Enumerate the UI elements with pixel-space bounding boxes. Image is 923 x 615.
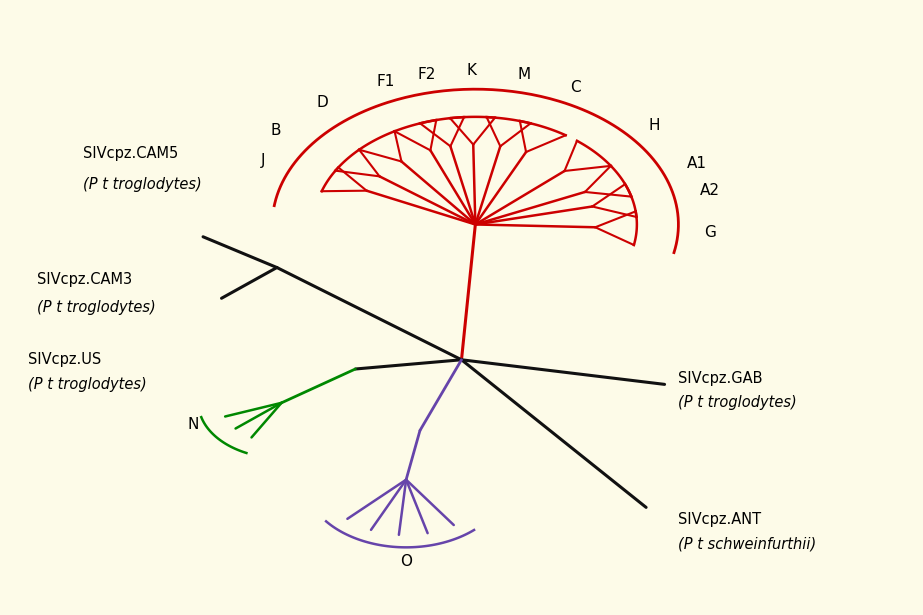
Text: C: C [570, 81, 581, 95]
Text: SIVcpz.GAB: SIVcpz.GAB [678, 371, 763, 386]
Text: J: J [261, 153, 266, 169]
Text: O: O [400, 554, 413, 568]
Text: G: G [704, 225, 716, 240]
Text: A2: A2 [701, 183, 720, 198]
Text: SIVcpz.CAM5: SIVcpz.CAM5 [83, 146, 178, 161]
Text: B: B [270, 123, 281, 138]
Text: SIVcpz.ANT: SIVcpz.ANT [678, 512, 761, 527]
Text: F2: F2 [417, 66, 436, 82]
Text: M: M [518, 66, 531, 82]
Text: H: H [648, 118, 660, 133]
Text: (P t schweinfurthii): (P t schweinfurthii) [678, 537, 817, 552]
Text: SIVcpz.US: SIVcpz.US [28, 352, 101, 367]
Text: A1: A1 [687, 156, 706, 171]
Text: SIVcpz.CAM3: SIVcpz.CAM3 [37, 272, 132, 287]
Text: F1: F1 [377, 74, 395, 89]
Text: N: N [187, 417, 198, 432]
Text: (P t troglodytes): (P t troglodytes) [678, 395, 797, 410]
Text: (P t troglodytes): (P t troglodytes) [28, 377, 147, 392]
Text: K: K [466, 63, 476, 78]
Text: D: D [317, 95, 329, 110]
Text: (P t troglodytes): (P t troglodytes) [83, 177, 202, 192]
Text: (P t troglodytes): (P t troglodytes) [37, 300, 156, 315]
